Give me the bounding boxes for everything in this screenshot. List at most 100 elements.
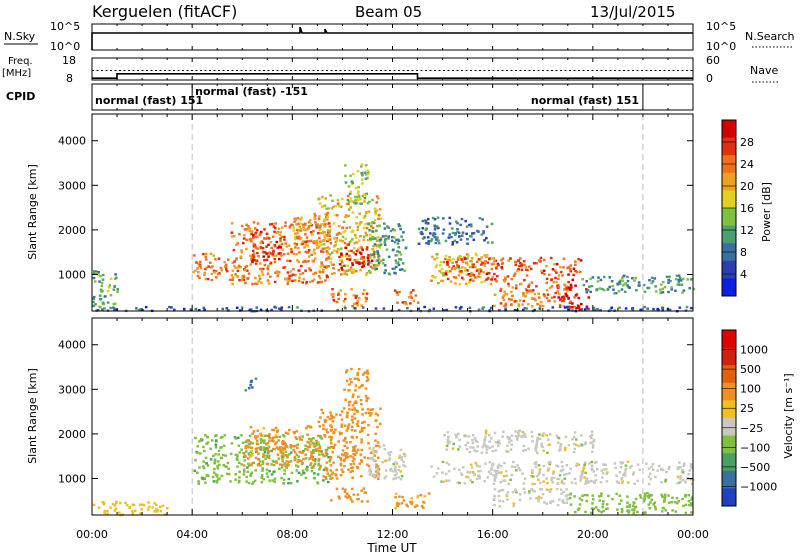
- velocity-cell: [338, 497, 341, 500]
- velocity-cell: [365, 397, 369, 400]
- velocity-cell: [535, 497, 538, 500]
- power-cell: [622, 274, 626, 277]
- velocity-cell: [593, 481, 596, 485]
- velocity-cell: [272, 440, 275, 443]
- power-cell: [277, 252, 281, 255]
- power-cell: [548, 286, 552, 289]
- power-cell: [293, 235, 297, 239]
- power-cell: [342, 220, 346, 224]
- power-cell: [677, 274, 681, 277]
- velocity-cell: [471, 481, 474, 484]
- velocity-cell: [472, 446, 475, 449]
- power-cell: [493, 259, 496, 262]
- velocity-cell: [305, 467, 308, 471]
- velocity-cell: [590, 433, 594, 437]
- power-cell: [296, 235, 299, 239]
- power-cell: [424, 219, 428, 223]
- power-cell: [442, 260, 446, 264]
- nsky-tick-high: 10^5: [50, 20, 80, 33]
- velocity-cell: [484, 431, 488, 434]
- velocity-cell: [627, 509, 631, 512]
- power-cell: [321, 195, 324, 199]
- power-cell: [512, 274, 516, 278]
- power-cell: [375, 244, 379, 248]
- velocity-cell: [583, 463, 586, 466]
- power-cell: [392, 248, 395, 251]
- power-cell: [309, 222, 313, 226]
- power-cell: [273, 257, 277, 261]
- velocity-cell: [366, 408, 370, 411]
- velocity-cell: [540, 442, 543, 445]
- power-cell: [647, 286, 651, 290]
- velocity-cell: [365, 379, 369, 383]
- power-cell: [203, 308, 206, 311]
- velocity-cell: [361, 413, 364, 416]
- velocity-cell: [572, 435, 576, 439]
- xtick-label: 00:00: [677, 528, 709, 541]
- velocity-cell: [365, 399, 368, 402]
- velocity-cell: [271, 447, 275, 451]
- velocity-cell: [247, 457, 250, 460]
- power-cell: [303, 228, 306, 231]
- velocity-cell: [293, 456, 297, 459]
- power-cell: [487, 272, 491, 275]
- power-cell: [431, 255, 434, 258]
- power-cell: [523, 307, 527, 310]
- power-cell: [273, 244, 277, 247]
- power-cell: [406, 307, 409, 310]
- power-cell: [326, 246, 330, 249]
- velocity-cell: [349, 455, 352, 458]
- velocity-cell: [569, 492, 573, 495]
- power-cell: [451, 261, 454, 264]
- velocity-cell: [247, 464, 251, 467]
- power-cell: [387, 272, 391, 275]
- power-cell: [371, 266, 375, 270]
- power-cell: [547, 273, 551, 277]
- power-cell: [355, 302, 359, 305]
- power-cell: [562, 295, 566, 298]
- velocity-cell: [625, 505, 629, 508]
- power-cell: [414, 294, 418, 297]
- power-cell: [326, 218, 329, 221]
- velocity-cell: [371, 449, 375, 452]
- velocity-cell: [240, 448, 243, 451]
- velocity-cell: [343, 452, 347, 455]
- power-cell: [504, 309, 507, 312]
- velocity-cell: [263, 450, 267, 454]
- power-cell: [635, 289, 638, 292]
- velocity-cell: [430, 465, 433, 468]
- power-cell: [348, 226, 352, 229]
- power-cell: [371, 198, 374, 202]
- velocity-cell: [277, 439, 280, 442]
- power-cell: [665, 275, 669, 278]
- power-cell: [479, 270, 483, 273]
- power-cell: [541, 304, 545, 308]
- power-cell: [376, 259, 379, 262]
- velocity-cell: [349, 441, 352, 444]
- power-cell: [504, 278, 507, 281]
- power-cell: [382, 307, 386, 310]
- power-cell: [540, 269, 543, 273]
- velocity-cell: [201, 477, 205, 480]
- velocity-cell: [332, 445, 336, 449]
- power-cell: [270, 246, 273, 249]
- power-cell: [661, 287, 665, 290]
- power-cell: [490, 263, 494, 266]
- velocity-cell: [634, 497, 638, 501]
- velocity-cell: [690, 496, 694, 499]
- power-cell: [331, 288, 334, 291]
- power-cell: [344, 181, 348, 184]
- velocity-cell: [131, 510, 134, 513]
- power-cell: [344, 215, 347, 218]
- power-cell: [599, 278, 603, 282]
- power-cell: [483, 239, 486, 242]
- power-cell: [312, 242, 316, 245]
- power-cell: [565, 287, 569, 290]
- power-cell: [354, 236, 358, 239]
- power-cell: [301, 281, 304, 284]
- velocity-cell: [397, 502, 401, 506]
- velocity-cell: [281, 463, 284, 467]
- velocity-cell: [493, 494, 496, 498]
- velocity-cell: [323, 420, 327, 424]
- power-cell: [317, 245, 321, 248]
